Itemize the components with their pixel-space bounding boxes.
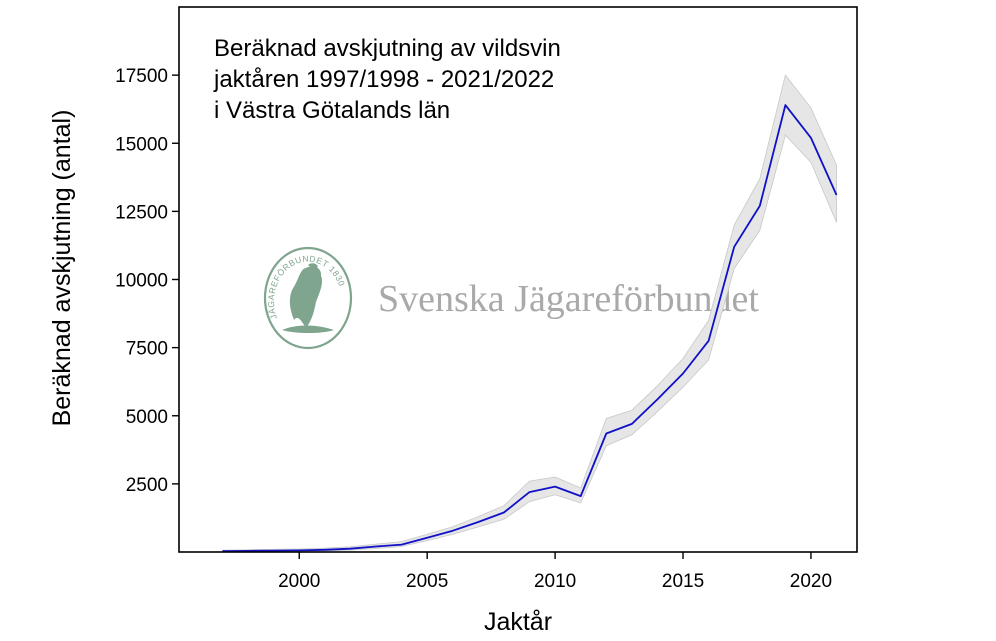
x-axis: 2000 2005 2010 2015 2020 <box>278 552 832 592</box>
chart-title-line: Beräknad avskjutning av vildsvin <box>214 35 561 62</box>
series-line <box>222 104 838 553</box>
chart-title-line: i Västra Götalands län <box>214 97 450 124</box>
confidence-band <box>222 74 837 553</box>
x-tick-label: 2010 <box>534 571 576 592</box>
y-tick-label: 10000 <box>115 271 168 292</box>
x-tick-label: 2020 <box>790 571 832 592</box>
watermark: JÄGAREFÖRBUNDET 1830 Svenska Jägareförbu… <box>263 246 759 350</box>
y-tick-label: 15000 <box>115 134 168 155</box>
x-tick-label: 2000 <box>278 571 320 592</box>
chart-title: Beräknad avskjutning av vildsvin jaktåren… <box>213 35 561 124</box>
watermark-text: Svenska Jägareförbundet <box>378 278 759 320</box>
x-axis-title: Jaktår <box>484 608 552 636</box>
eagle-icon <box>282 263 334 333</box>
series-line-layer <box>222 104 838 553</box>
x-tick-label: 2005 <box>406 571 448 592</box>
chart-title-line: jaktåren 1997/1998 - 2021/2022 <box>213 66 554 93</box>
y-axis: 2500 5000 7500 10000 12500 15000 17500 <box>115 66 179 496</box>
y-axis-title: Beräknad avskjutning (antal) <box>48 110 76 427</box>
y-tick-label: 5000 <box>126 407 168 428</box>
confidence-band-layer <box>222 74 837 553</box>
y-tick-label: 7500 <box>126 339 168 360</box>
y-tick-label: 17500 <box>115 66 168 87</box>
y-tick-label: 2500 <box>126 475 168 496</box>
x-tick-label: 2015 <box>662 571 704 592</box>
seal-logo: JÄGAREFÖRBUNDET 1830 <box>263 246 353 350</box>
y-tick-label: 12500 <box>115 202 168 223</box>
